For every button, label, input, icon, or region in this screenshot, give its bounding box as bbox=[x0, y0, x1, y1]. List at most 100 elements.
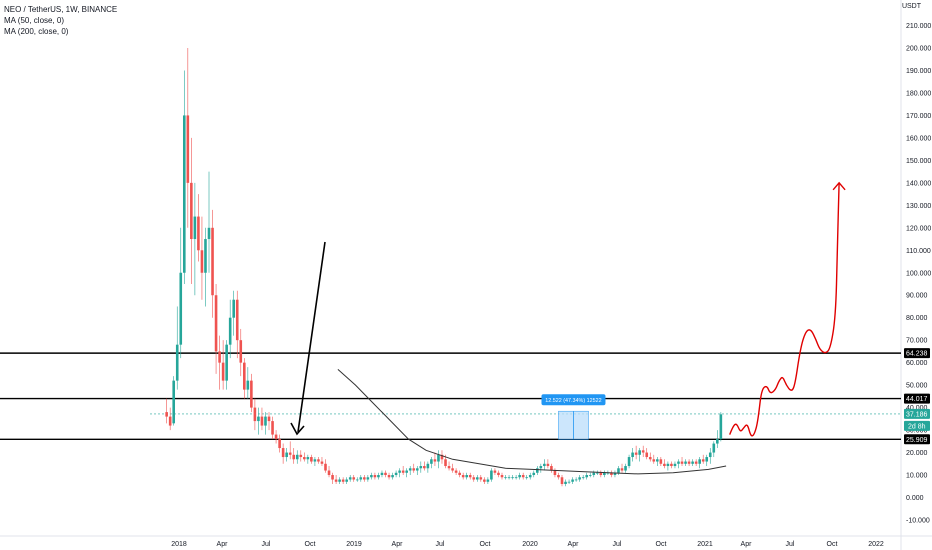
candle-body bbox=[401, 470, 405, 473]
candle-body bbox=[468, 475, 472, 478]
x-tick-label: Apr bbox=[392, 541, 404, 548]
price-axis[interactable]: USDT 210.000 200.000 190.000 180.000 170.000 1… bbox=[902, 3, 931, 524]
ma200-legend[interactable]: MA (200, close, 0) bbox=[4, 27, 69, 36]
candle-body bbox=[705, 457, 709, 462]
x-tick-label: Oct bbox=[827, 541, 838, 548]
x-tick-label: Jul bbox=[262, 541, 271, 548]
x-tick-label: Oct bbox=[656, 541, 667, 548]
candle-body bbox=[384, 472, 387, 476]
candle-body bbox=[204, 239, 207, 273]
candle-body bbox=[211, 227, 214, 296]
y-tick-label: -10.000 bbox=[906, 517, 930, 524]
candle-body bbox=[313, 459, 317, 462]
candle-body bbox=[398, 470, 401, 473]
candle-body bbox=[535, 468, 539, 473]
candle-body bbox=[543, 463, 546, 467]
candle-body bbox=[712, 443, 716, 453]
candle-body bbox=[550, 466, 553, 471]
candle-body bbox=[465, 475, 468, 478]
candle-body bbox=[652, 459, 656, 462]
time-axis[interactable]: 2018 Apr Jul Oct 2019 Apr Jul Oct 2020 Apr Jul Oct 2… bbox=[171, 541, 884, 548]
candle-body bbox=[387, 475, 391, 478]
candle-body bbox=[546, 463, 550, 467]
candle-body bbox=[458, 472, 461, 476]
y-tick-label: 0.000 bbox=[906, 495, 924, 502]
y-tick-label: 150.000 bbox=[906, 158, 931, 165]
candle-body bbox=[264, 416, 267, 426]
candle-body bbox=[673, 463, 677, 467]
symbol-title[interactable]: NEO / TetherUS, 1W, BINANCE bbox=[4, 5, 118, 14]
x-tick-label: Jul bbox=[436, 541, 445, 548]
x-tick-label: Apr bbox=[741, 541, 753, 548]
horizontal-levels bbox=[0, 352, 901, 440]
candle-body bbox=[719, 414, 723, 440]
candle-body bbox=[631, 452, 634, 458]
y-tick-label: 80.000 bbox=[906, 315, 928, 322]
level-badge-bg bbox=[904, 434, 930, 445]
candle-body bbox=[179, 272, 183, 345]
candle-body bbox=[295, 454, 299, 460]
candle-body bbox=[511, 477, 514, 479]
candle-body bbox=[380, 472, 384, 476]
y-tick-label: 70.000 bbox=[906, 338, 928, 345]
candle-body bbox=[610, 472, 613, 476]
candle-body bbox=[687, 461, 691, 464]
candle-body bbox=[341, 479, 345, 482]
candle-body bbox=[514, 477, 518, 479]
x-tick-label: 2019 bbox=[346, 541, 362, 548]
candle-body bbox=[528, 475, 532, 478]
candle-body bbox=[497, 472, 500, 476]
candle-body bbox=[423, 466, 426, 469]
candle-body bbox=[521, 475, 525, 478]
candle-body bbox=[574, 479, 578, 481]
x-tick-label: Jul bbox=[613, 541, 622, 548]
x-tick-label: 2020 bbox=[522, 541, 538, 548]
candle-body bbox=[454, 470, 458, 473]
price-range-measure: 12.522 (47.34%) 12522 bbox=[541, 394, 606, 440]
candle-body bbox=[624, 466, 627, 471]
candle-body bbox=[235, 299, 239, 341]
currency-label: USDT bbox=[902, 3, 922, 10]
candle-body bbox=[430, 459, 433, 464]
measure-label-bg bbox=[541, 394, 606, 406]
candlestick-series bbox=[165, 48, 723, 487]
candle-body bbox=[585, 475, 589, 478]
candle-body bbox=[571, 479, 574, 482]
candle-body bbox=[394, 472, 398, 476]
candle-body bbox=[479, 477, 483, 480]
candle-body bbox=[599, 472, 603, 476]
candle-body bbox=[708, 452, 712, 458]
candle-body bbox=[218, 351, 221, 363]
projection-arrowhead bbox=[832, 181, 846, 191]
candle-body bbox=[250, 380, 253, 408]
y-tick-label: 170.000 bbox=[906, 113, 931, 120]
candle-body bbox=[175, 344, 179, 381]
candle-body bbox=[461, 475, 465, 478]
countdown-badge: 2d 8h bbox=[908, 423, 926, 430]
candle-body bbox=[186, 115, 190, 183]
candle-body bbox=[190, 182, 193, 240]
candle-body bbox=[525, 477, 529, 479]
level-badge-bg bbox=[904, 348, 930, 359]
candle-body bbox=[437, 454, 440, 462]
x-tick-label: Jul bbox=[786, 541, 795, 548]
candle-body bbox=[415, 468, 419, 471]
y-tick-label: 10.000 bbox=[906, 473, 928, 480]
y-tick-label: 20.000 bbox=[906, 450, 928, 457]
ma50-legend[interactable]: MA (50, close, 0) bbox=[4, 16, 65, 25]
candle-body bbox=[581, 477, 585, 479]
candle-body bbox=[447, 466, 451, 469]
candle-body bbox=[666, 463, 670, 467]
x-tick-label: Apr bbox=[568, 541, 580, 548]
level-badge-bg bbox=[904, 393, 930, 404]
countdown-badge-bg bbox=[904, 420, 930, 431]
candle-body bbox=[539, 466, 543, 469]
candle-body bbox=[677, 461, 680, 464]
candle-body bbox=[306, 457, 310, 460]
arrow-shaft bbox=[297, 241, 326, 433]
candle-body bbox=[370, 475, 373, 478]
candle-body bbox=[359, 477, 363, 480]
last-price-badge-bg bbox=[904, 408, 930, 419]
